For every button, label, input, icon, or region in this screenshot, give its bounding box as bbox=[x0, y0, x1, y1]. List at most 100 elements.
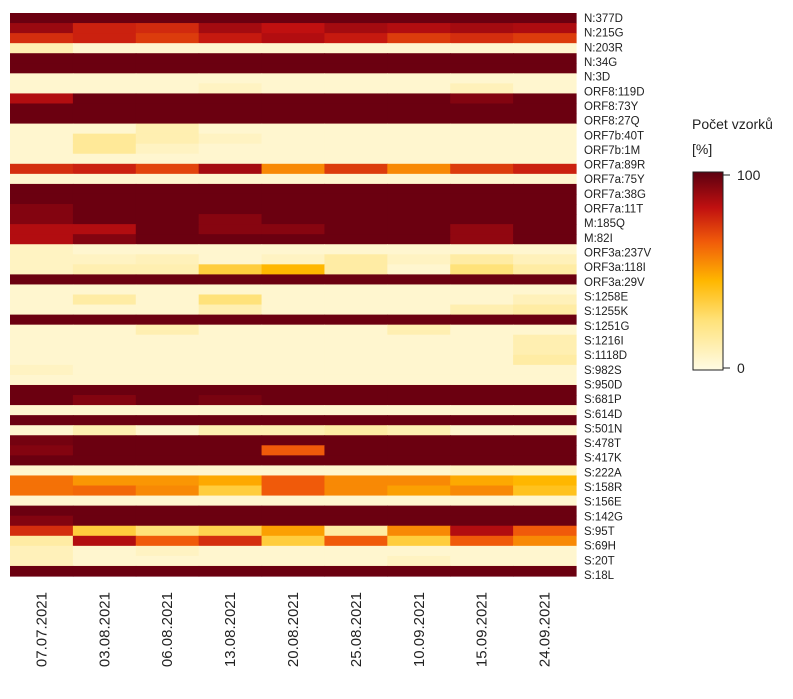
heatmap-cell bbox=[450, 103, 514, 115]
heatmap-cell bbox=[387, 455, 451, 467]
heatmap-cell bbox=[72, 435, 137, 446]
heatmap-cell bbox=[324, 525, 388, 537]
heatmap-cell bbox=[513, 224, 577, 235]
heatmap-cell bbox=[387, 173, 451, 185]
heatmap-cell bbox=[135, 425, 200, 436]
heatmap-cell bbox=[513, 354, 577, 366]
heatmap-cell bbox=[10, 435, 74, 446]
heatmap-cell bbox=[450, 13, 514, 24]
heatmap-cell bbox=[450, 435, 514, 446]
heatmap-cell bbox=[324, 113, 388, 125]
heatmap-cell bbox=[135, 304, 200, 316]
heatmap-cell bbox=[72, 123, 137, 135]
heatmap-cell bbox=[450, 83, 514, 95]
heatmap-cell bbox=[72, 73, 137, 84]
heatmap-cell bbox=[10, 425, 74, 436]
heatmap-cell bbox=[387, 43, 451, 54]
heatmap-cell bbox=[450, 163, 514, 175]
heatmap-cell bbox=[10, 324, 74, 336]
heatmap-cell bbox=[387, 545, 451, 557]
heatmap-cell bbox=[135, 23, 200, 34]
heatmap-cell bbox=[261, 455, 326, 467]
heatmap-cell bbox=[450, 153, 514, 165]
heatmap-cell bbox=[198, 425, 263, 436]
row-label: ORF7b:40T bbox=[584, 130, 644, 142]
heatmap-cell bbox=[135, 214, 200, 225]
row-label: S:1216I bbox=[584, 336, 624, 348]
heatmap-cell bbox=[324, 224, 388, 235]
heatmap-cell bbox=[10, 374, 74, 386]
heatmap-cell bbox=[261, 43, 326, 54]
heatmap-cell bbox=[324, 93, 388, 105]
heatmap-cell bbox=[198, 193, 263, 205]
heatmap-cell bbox=[513, 565, 577, 577]
heatmap-cell bbox=[450, 445, 514, 456]
heatmap-cell bbox=[10, 163, 74, 175]
heatmap-cell bbox=[513, 264, 577, 275]
heatmap-cell bbox=[261, 465, 326, 477]
heatmap-cell bbox=[261, 173, 326, 185]
column-label: 24.09.2021 bbox=[537, 592, 554, 667]
heatmap-cell bbox=[10, 384, 74, 396]
row-label: S:1251G bbox=[584, 321, 629, 333]
heatmap-cell bbox=[261, 153, 326, 165]
heatmap-cell bbox=[450, 93, 514, 105]
heatmap-cell bbox=[261, 435, 326, 446]
heatmap-cell bbox=[10, 193, 74, 205]
row-label: S:950D bbox=[584, 379, 622, 391]
heatmap-cell bbox=[198, 224, 263, 235]
heatmap-cell bbox=[72, 545, 137, 557]
heatmap-cell bbox=[72, 425, 137, 436]
heatmap-cell bbox=[72, 395, 137, 406]
heatmap-cell bbox=[324, 53, 388, 64]
heatmap-cell bbox=[10, 214, 74, 225]
heatmap-cell bbox=[513, 405, 577, 416]
row-label: S:20T bbox=[584, 555, 615, 567]
heatmap-cell bbox=[450, 384, 514, 396]
heatmap-cell bbox=[198, 565, 263, 577]
heatmap-cell bbox=[261, 133, 326, 145]
heatmap-cell bbox=[450, 193, 514, 205]
heatmap-cell bbox=[10, 545, 74, 557]
heatmap-cell bbox=[261, 234, 326, 245]
heatmap-cell bbox=[450, 264, 514, 275]
heatmap-cell bbox=[198, 163, 263, 175]
heatmap-cell bbox=[135, 73, 200, 84]
heatmap-cell bbox=[324, 264, 388, 275]
heatmap-cell bbox=[261, 244, 326, 255]
heatmap-cell bbox=[324, 274, 388, 286]
heatmap-cell bbox=[135, 565, 200, 577]
heatmap-cell bbox=[72, 525, 137, 537]
heatmap-cell bbox=[513, 13, 577, 24]
heatmap-cell bbox=[72, 133, 137, 145]
heatmap-cell bbox=[387, 374, 451, 386]
heatmap-cell bbox=[135, 515, 200, 527]
heatmap-cell bbox=[198, 254, 263, 265]
heatmap-cell bbox=[387, 23, 451, 34]
heatmap-cell bbox=[261, 395, 326, 406]
heatmap-cell bbox=[261, 425, 326, 436]
heatmap-cell bbox=[387, 224, 451, 235]
heatmap-cell bbox=[72, 204, 137, 215]
heatmap-cell bbox=[324, 475, 388, 487]
heatmap-cell bbox=[387, 304, 451, 316]
heatmap-cell bbox=[387, 364, 451, 376]
heatmap-cell bbox=[135, 224, 200, 235]
heatmap-cell bbox=[261, 113, 326, 125]
heatmap-cell bbox=[387, 214, 451, 225]
heatmap-cell bbox=[450, 565, 514, 577]
heatmap-cell bbox=[72, 13, 137, 24]
heatmap-cell bbox=[198, 505, 263, 517]
heatmap-cell bbox=[198, 53, 263, 64]
heatmap-cell bbox=[324, 445, 388, 456]
heatmap-cell bbox=[387, 395, 451, 406]
heatmap-cell bbox=[198, 183, 263, 195]
heatmap-cell bbox=[10, 294, 74, 306]
column-label: 20.08.2021 bbox=[285, 592, 302, 667]
heatmap-cell bbox=[72, 465, 137, 477]
row-label: M:82I bbox=[584, 233, 613, 245]
heatmap-cell bbox=[135, 183, 200, 195]
heatmap-cell bbox=[198, 445, 263, 456]
heatmap-cell bbox=[72, 163, 137, 175]
heatmap-cell bbox=[10, 264, 74, 275]
